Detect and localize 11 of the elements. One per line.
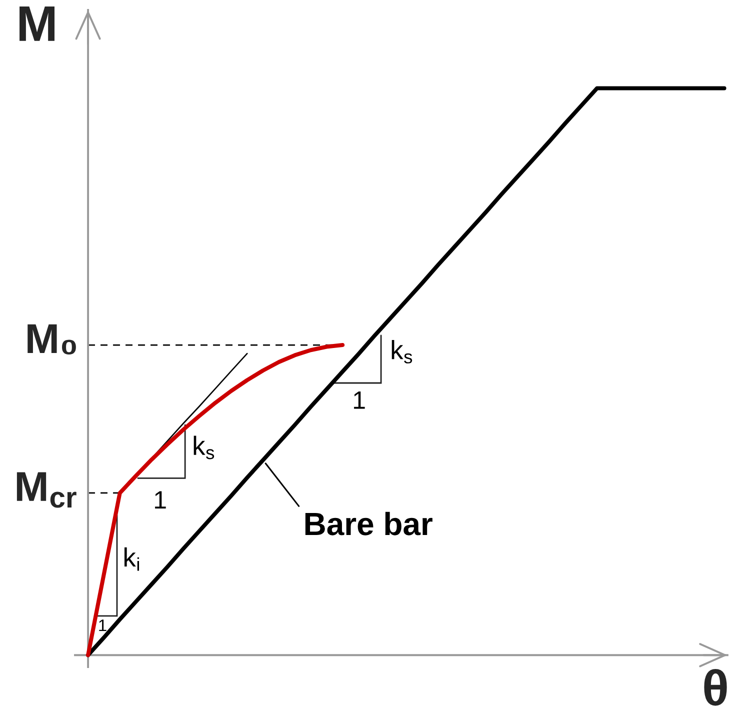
annotation: 1: [99, 620, 106, 632]
legend-label: Bare bar: [305, 512, 432, 536]
y-axis-title: M: [20, 6, 54, 41]
annotation: 1: [155, 491, 166, 509]
annotation: k$_{i}$: [124, 547, 140, 571]
ref-line-label: M₀: [28, 324, 76, 355]
annotation: k$_{s}$: [194, 436, 214, 460]
annotation: 1: [354, 392, 365, 409]
annotation: k$_{s}$: [392, 340, 412, 364]
ref-line-label: M$_{cr}$: [16, 472, 76, 508]
x-axis-title: θ: [704, 669, 727, 706]
